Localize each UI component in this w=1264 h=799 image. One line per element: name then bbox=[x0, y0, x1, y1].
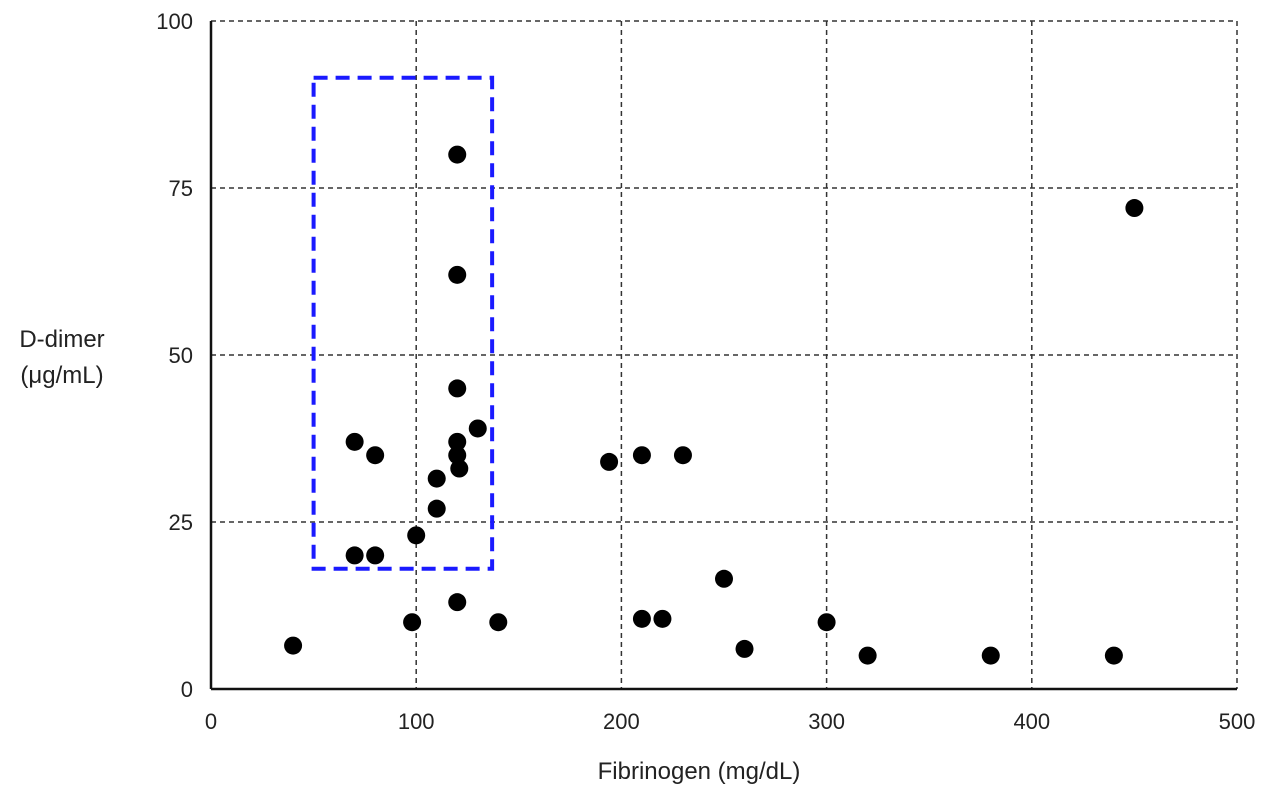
data-point bbox=[817, 613, 836, 632]
y-tick-label: 25 bbox=[169, 510, 193, 535]
x-tick-label: 400 bbox=[1013, 709, 1050, 734]
x-axis-title: Fibrinogen (mg/dL) bbox=[598, 758, 801, 785]
data-point bbox=[407, 526, 426, 545]
data-point bbox=[403, 613, 422, 632]
data-point bbox=[448, 446, 467, 465]
data-point bbox=[1125, 199, 1144, 218]
data-point bbox=[427, 499, 446, 518]
data-point bbox=[448, 432, 467, 451]
data-point bbox=[448, 145, 467, 164]
tick-labels: 0 100 200 300 400 500 0 25 50 75 100 bbox=[156, 9, 1255, 734]
y-axis-title-line2: (μg/mL) bbox=[20, 362, 103, 389]
data-point bbox=[366, 546, 385, 565]
data-point bbox=[448, 379, 467, 398]
data-point bbox=[450, 459, 469, 478]
data-point bbox=[673, 446, 692, 465]
data-point bbox=[715, 569, 733, 588]
axes bbox=[209, 21, 1237, 691]
data-point bbox=[448, 593, 467, 612]
data-point bbox=[345, 432, 364, 451]
data-point bbox=[448, 265, 467, 284]
x-tick-label: 200 bbox=[603, 709, 640, 734]
y-axis-title-line1: D-dimer bbox=[19, 326, 104, 353]
x-tick-label: 100 bbox=[398, 709, 435, 734]
x-tick-label: 0 bbox=[205, 709, 217, 734]
grid bbox=[211, 20, 1238, 689]
data-point bbox=[468, 419, 487, 438]
data-point bbox=[366, 446, 385, 465]
y-tick-label: 50 bbox=[169, 343, 193, 368]
data-point bbox=[345, 546, 364, 565]
x-tick-label: 300 bbox=[808, 709, 845, 734]
data-point bbox=[632, 446, 651, 465]
data-point bbox=[284, 636, 303, 655]
x-tick-label: 500 bbox=[1219, 709, 1256, 734]
data-points bbox=[284, 145, 1144, 665]
highlight-box-layer bbox=[311, 75, 495, 571]
data-point bbox=[653, 609, 672, 628]
data-point bbox=[858, 646, 877, 665]
data-point bbox=[1104, 646, 1123, 665]
data-point bbox=[632, 609, 651, 628]
highlight-box bbox=[311, 75, 495, 571]
data-point bbox=[600, 452, 619, 471]
data-point bbox=[735, 639, 754, 658]
y-tick-label: 75 bbox=[169, 176, 193, 201]
data-point bbox=[427, 469, 446, 488]
y-tick-label: 0 bbox=[181, 677, 193, 702]
data-point bbox=[489, 613, 508, 632]
data-point bbox=[981, 646, 1000, 665]
y-tick-label: 100 bbox=[156, 9, 193, 34]
